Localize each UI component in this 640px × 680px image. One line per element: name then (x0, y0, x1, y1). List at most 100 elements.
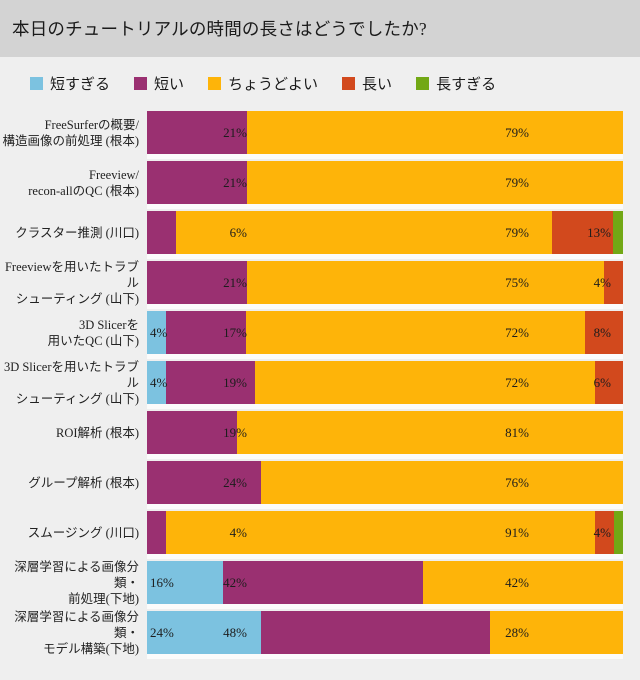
chart-row: ROI解析 (根本) 19% 81% (0, 411, 640, 454)
segment-percent-label: 6% (593, 374, 611, 390)
category-label: Freeview/recon-allのQC (根本) (0, 167, 147, 199)
segment-percent-label: 79% (505, 224, 529, 240)
bar-segment-short (147, 411, 238, 454)
category-label-line: 深層学習による画像分類・ (14, 609, 139, 640)
chart-row: グループ解析 (根本) 24% 76% (0, 461, 640, 504)
stacked-bar-chart: FreeSurferの概要/構造画像の前処理 (根本) 21% 79% Freevie… (0, 111, 640, 657)
segment-percent-label: 75% (505, 274, 529, 290)
category-label-line: モデル構築(下地) (43, 641, 139, 656)
bar-segment-too_short (147, 611, 262, 654)
legend-label: 短い (154, 76, 185, 93)
category-label-line: ROI解析 (根本) (56, 425, 139, 440)
legend-label: ちょうどよい (228, 76, 319, 93)
bar-segment-too_short (147, 561, 224, 604)
stacked-bar: 4% 19% 72% 6% (147, 361, 623, 404)
segment-percent-label: 4% (150, 374, 168, 390)
category-label: 深層学習による画像分類・ モデル構築(下地) (0, 609, 147, 657)
category-label-line: 3D Slicerを用いたトラブル (3, 359, 139, 390)
segment-percent-label: 4% (593, 274, 611, 290)
bar-segment-long (603, 261, 623, 304)
chart-row: スムージング (川口) 4% 91% 4% (0, 511, 640, 554)
segment-percent-label: 24% (150, 624, 174, 640)
stacked-bar: 6% 79% 13% (147, 211, 623, 254)
bar-segment-short (147, 461, 262, 504)
segment-percent-label: 4% (229, 524, 247, 540)
bar-segment-just_right (246, 261, 604, 304)
bar-segment-long (585, 311, 623, 354)
bar-segment-just_right (261, 461, 623, 504)
bar-segment-short (165, 311, 246, 354)
chart-legend: 短すぎる 短い ちょうどよい 長い 長すぎる (0, 57, 640, 96)
bar-segment-too_long (613, 211, 623, 254)
chart-title: 本日のチュートリアルの時間の長さはどうでしたか? (12, 19, 427, 39)
bar-segment-short (223, 561, 424, 604)
segment-percent-label: 72% (505, 374, 529, 390)
category-label-line: スムージング (川口) (27, 525, 139, 540)
segment-percent-label: 6% (229, 224, 247, 240)
bar-segment-too_long (613, 511, 623, 554)
segment-percent-label: 4% (593, 524, 611, 540)
bar-segment-just_right (245, 311, 586, 354)
chart-row: 3D Slicerを 用いたQC (山下) 4% 17% 72% 8% (0, 311, 640, 354)
stacked-bar: 4% 17% 72% 8% (147, 311, 623, 354)
legend-label: 長すぎる (436, 76, 497, 93)
category-label-line: 深層学習による画像分類・ (14, 559, 139, 590)
stacked-bar: 19% 81% (147, 411, 623, 454)
stacked-bar: 4% 91% 4% (147, 511, 623, 554)
legend-item-just_right: ちょうどよい (208, 73, 318, 94)
category-label: 3D Slicerを 用いたQC (山下) (0, 317, 147, 349)
category-label: グループ解析 (根本) (0, 475, 147, 491)
segment-percent-label: 81% (505, 424, 529, 440)
bar-segment-just_right (255, 361, 595, 404)
stacked-bar: 24% 48% 28% (147, 611, 623, 654)
segment-percent-label: 79% (505, 174, 529, 190)
bar-segment-just_right (175, 211, 552, 254)
bar-segment-too_short (147, 311, 166, 354)
legend-swatch-long (342, 76, 356, 90)
chart-row: クラスター推測 (川口) 6% 79% 13% (0, 211, 640, 254)
bar-segment-too_short (147, 361, 166, 404)
bar-segment-short (261, 611, 490, 654)
segment-percent-label: 48% (223, 624, 247, 640)
chart-row: Freeview/recon-allのQC (根本) 21% 79% (0, 161, 640, 204)
category-label-line: 3D Slicerを (78, 317, 139, 332)
stacked-bar: 16% 42% 42% (147, 561, 623, 604)
bar-segment-long (594, 361, 623, 404)
category-label-line: Freeviewを用いたトラブル (4, 259, 139, 290)
segment-percent-label: 42% (223, 574, 247, 590)
bar-segment-short (165, 361, 256, 404)
bar-segment-short (147, 511, 166, 554)
segment-percent-label: 16% (150, 574, 174, 590)
segment-percent-label: 72% (505, 324, 529, 340)
category-label-line: recon-allのQC (根本) (28, 183, 139, 198)
legend-swatch-just_right (208, 76, 222, 90)
category-label-line: シューティング (山下) (15, 291, 139, 306)
category-label: スムージング (川口) (0, 525, 147, 541)
category-label: Freeviewを用いたトラブル シューティング (山下) (0, 259, 147, 307)
category-label-line: グループ解析 (根本) (28, 475, 139, 490)
segment-percent-label: 79% (505, 124, 529, 140)
legend-swatch-too_short (30, 76, 43, 90)
chart-row: 深層学習による画像分類・ モデル構築(下地) 24% 48% 28% (0, 609, 640, 657)
legend-swatch-short (134, 76, 148, 90)
category-label-line: 前処理(下地) (68, 591, 139, 606)
chart-title-bar: 本日のチュートリアルの時間の長さはどうでしたか? (0, 0, 640, 57)
segment-percent-label: 8% (593, 324, 611, 340)
chart-row: Freeviewを用いたトラブル シューティング (山下) 21% 75% 4% (0, 259, 640, 307)
category-label-line: 用いたQC (山下) (47, 333, 139, 348)
stacked-bar: 21% 75% 4% (147, 261, 623, 304)
chart-row: 3D Slicerを用いたトラブル シューティング (山下) 4% 19% 72% 6% (0, 359, 640, 406)
bar-segment-short (147, 261, 247, 304)
category-label-line: FreeSurferの概要/ (44, 117, 139, 132)
category-label: 深層学習による画像分類・ 前処理(下地) (0, 559, 147, 607)
category-label: クラスター推測 (川口) (0, 225, 147, 241)
category-label-line: クラスター推測 (川口) (15, 225, 139, 240)
bar-segment-short (147, 111, 247, 154)
legend-swatch-too_long (416, 76, 430, 90)
bar-segment-just_right (237, 411, 623, 454)
legend-item-too_long: 長すぎる (416, 73, 496, 94)
segment-percent-label: 13% (587, 224, 611, 240)
segment-percent-label: 21% (223, 274, 247, 290)
segment-percent-label: 19% (223, 374, 247, 390)
